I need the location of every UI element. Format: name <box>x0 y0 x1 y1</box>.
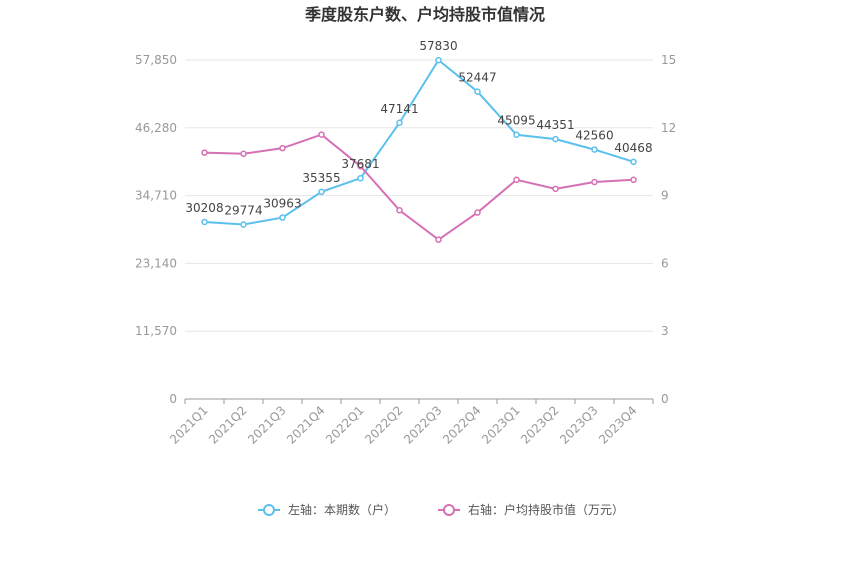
data-label: 30208 <box>185 201 223 215</box>
series-2-point <box>630 176 637 184</box>
right-tick-label: 0 <box>661 392 669 406</box>
left-tick-label: 34,710 <box>135 189 177 203</box>
right-tick-label: 9 <box>661 189 669 203</box>
series-2-point <box>357 162 364 170</box>
series-1-point <box>630 158 637 166</box>
series-1-point <box>357 174 364 182</box>
left-tick-label: 0 <box>169 392 177 406</box>
x-axis: 2021Q12021Q22021Q32021Q42022Q12022Q22022… <box>167 398 654 447</box>
grid <box>185 59 653 332</box>
legend-marker-2 <box>443 504 455 516</box>
x-tick-label: 2021Q4 <box>284 403 328 447</box>
data-label: 29774 <box>224 204 262 218</box>
x-tick-label: 2023Q1 <box>479 403 523 447</box>
series-2-point <box>591 178 598 186</box>
series-2-point <box>435 236 442 243</box>
x-tick-label: 2021Q2 <box>206 403 250 447</box>
x-tick-label: 2021Q1 <box>167 403 211 447</box>
left-tick-label: 23,140 <box>135 256 177 270</box>
right-axis: 0 3 6 9 12 15 <box>661 53 676 406</box>
data-label: 57830 <box>419 39 457 53</box>
x-tick-label: 2023Q4 <box>596 403 640 447</box>
series-2-point <box>240 150 247 158</box>
left-tick-label: 11,570 <box>135 324 177 338</box>
series-1-point <box>318 188 325 196</box>
data-label: 35355 <box>302 171 340 185</box>
x-tick-label: 2022Q3 <box>401 403 445 447</box>
series-1-point <box>552 135 559 143</box>
series-2-point <box>318 131 325 138</box>
data-label: 45095 <box>497 114 535 128</box>
right-tick-label: 6 <box>661 256 669 270</box>
series-2-point <box>396 207 403 214</box>
series-2-point <box>474 209 481 216</box>
left-tick-label: 46,280 <box>135 121 177 135</box>
legend: 左轴：本期数（户） 右轴：户均持股市值（万元） <box>258 502 624 517</box>
series-2-point <box>279 144 286 152</box>
left-tick-label: 57,850 <box>135 53 177 67</box>
left-axis: 0 11,570 23,140 34,710 46,280 57,850 <box>135 53 177 406</box>
x-tick-label: 2021Q3 <box>245 403 289 447</box>
x-tick-label: 2022Q1 <box>323 403 367 447</box>
series <box>201 56 637 243</box>
data-label: 52447 <box>458 71 496 85</box>
x-tick-label: 2022Q2 <box>362 403 406 447</box>
right-tick-label: 15 <box>661 53 676 67</box>
data-label: 42560 <box>575 129 613 143</box>
series-2-point <box>201 149 208 156</box>
series-line-1 <box>204 58 634 226</box>
chart-title: 季度股东户数、户均持股市值情况 <box>304 5 545 24</box>
data-label: 30963 <box>263 197 301 211</box>
data-label: 40468 <box>614 141 652 155</box>
right-tick-label: 12 <box>661 121 676 135</box>
x-tick-label: 2022Q4 <box>440 403 484 447</box>
series-1-point <box>279 214 286 221</box>
legend-label-1: 左轴：本期数（户） <box>288 502 396 517</box>
series-2-point <box>552 185 559 193</box>
data-label: 44351 <box>536 118 574 132</box>
series-1-point <box>396 119 403 127</box>
series-1-point <box>435 56 442 64</box>
series-1-point <box>591 146 598 153</box>
series-1-point <box>201 218 208 226</box>
data-label: 47141 <box>380 102 418 116</box>
series-2-point <box>513 176 520 184</box>
series-1-point <box>474 88 481 95</box>
x-tick-label: 2023Q2 <box>518 403 562 447</box>
series-1-point <box>513 131 520 138</box>
series-1-point <box>240 221 247 228</box>
data-label: 37681 <box>341 157 379 171</box>
series-line-2 <box>204 133 634 241</box>
x-tick-label: 2023Q3 <box>557 403 601 447</box>
legend-label-2: 右轴：户均持股市值（万元） <box>468 502 624 517</box>
legend-marker-1 <box>263 504 275 516</box>
right-tick-label: 3 <box>661 324 669 338</box>
